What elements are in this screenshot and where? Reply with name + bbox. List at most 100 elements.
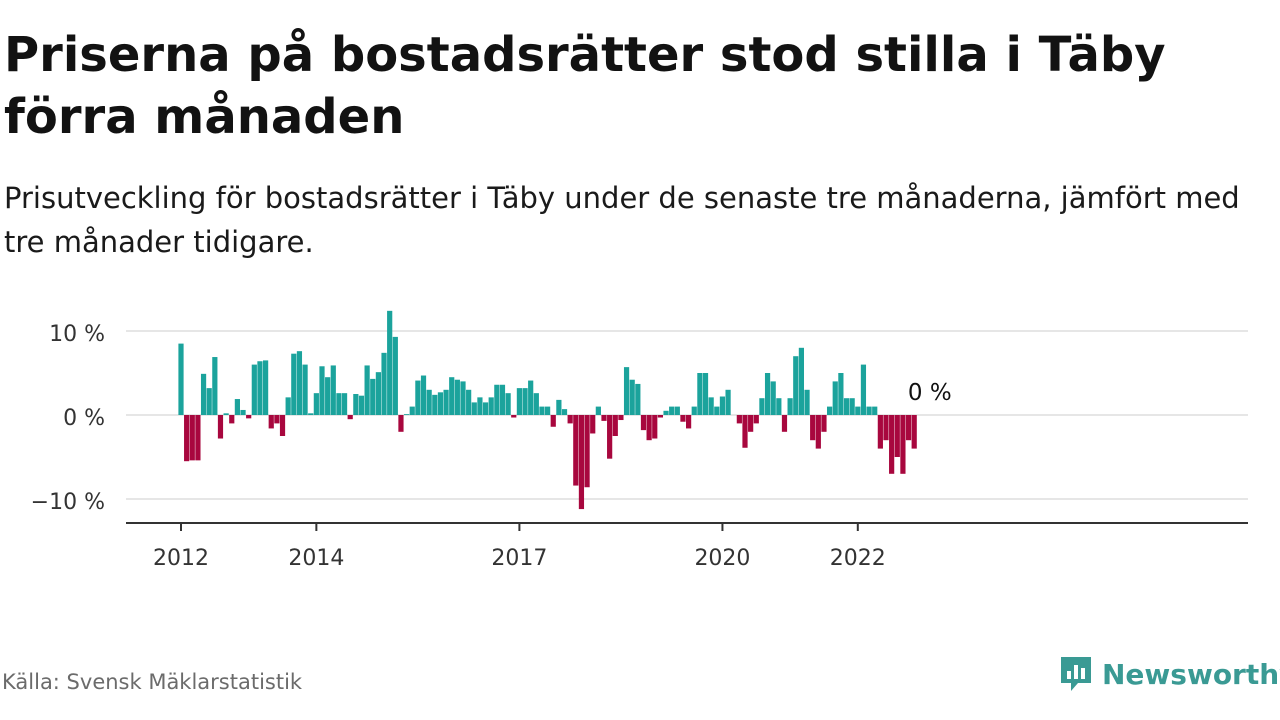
bar <box>291 353 297 415</box>
bar <box>584 415 590 488</box>
bar <box>736 415 742 424</box>
bar <box>184 415 190 462</box>
bar <box>872 406 878 415</box>
bar <box>404 414 410 415</box>
bar <box>832 381 838 415</box>
bar <box>838 373 844 415</box>
bar <box>719 396 726 415</box>
bar <box>195 415 201 461</box>
bar <box>454 379 460 415</box>
bar <box>505 393 511 415</box>
x-tick-label: 2012 <box>153 546 209 571</box>
bar <box>330 365 336 415</box>
bar <box>590 415 596 434</box>
bar <box>392 336 398 415</box>
x-tick-label: 2017 <box>491 546 547 571</box>
bar <box>200 373 207 415</box>
bar <box>623 367 630 415</box>
bar <box>240 409 246 415</box>
bar <box>528 380 534 415</box>
bar <box>635 383 641 415</box>
y-tick-label: 10 % <box>49 322 105 347</box>
bar <box>629 379 635 415</box>
bar <box>279 415 286 436</box>
bar <box>471 402 477 415</box>
bar <box>296 351 303 415</box>
bar <box>900 415 906 474</box>
bar <box>466 389 472 415</box>
bar <box>319 366 325 415</box>
bar <box>787 398 793 415</box>
bar <box>669 406 675 415</box>
bar <box>798 347 804 415</box>
bar <box>246 415 252 419</box>
bar <box>578 415 585 510</box>
bar <box>748 415 754 432</box>
bar <box>810 415 816 441</box>
bar <box>426 389 432 415</box>
bar <box>285 397 291 415</box>
bar <box>308 413 314 415</box>
bar <box>905 415 912 441</box>
bar <box>821 415 827 432</box>
bar <box>607 415 613 459</box>
x-tick-label: 2014 <box>288 546 344 571</box>
bar <box>545 406 551 415</box>
bar-chart: 2012 2014 2017 2020 2022 10 % 0 % −10 % 0 % <box>31 310 1248 571</box>
bar <box>268 415 274 429</box>
bar <box>189 415 195 461</box>
brand-logo: Newsworthy <box>1058 654 1280 694</box>
bar <box>420 375 427 415</box>
bars <box>178 310 917 510</box>
source-note: Källa: Svensk Mäklarstatistik <box>2 670 303 694</box>
bar <box>640 415 647 431</box>
bar <box>432 394 438 415</box>
bar <box>358 395 365 415</box>
bar <box>263 360 269 415</box>
bar <box>691 406 697 415</box>
bar <box>680 415 686 422</box>
bar <box>714 406 720 415</box>
bar <box>657 415 663 418</box>
bar <box>849 398 855 415</box>
bar <box>229 415 235 424</box>
bar <box>674 406 680 415</box>
bar <box>494 384 500 415</box>
bar <box>398 415 404 432</box>
bar <box>212 357 218 415</box>
brand-name: Newsworthy <box>1102 657 1280 691</box>
x-tick-label: 2020 <box>694 546 750 571</box>
bar <box>804 389 810 415</box>
newsworthy-logo-icon <box>1061 657 1091 691</box>
bar <box>217 415 224 439</box>
bar <box>257 361 263 415</box>
bar <box>702 373 709 415</box>
bar <box>274 415 280 424</box>
bar <box>437 392 444 415</box>
bar <box>223 413 229 415</box>
bar <box>601 415 607 421</box>
bar <box>911 415 917 449</box>
bar <box>764 373 771 415</box>
bar <box>325 377 331 415</box>
last-value-annotation: 0 % <box>908 380 952 406</box>
y-tick-label: 0 % <box>63 406 105 431</box>
bar <box>251 364 257 415</box>
bar <box>409 406 415 415</box>
bar <box>815 415 821 449</box>
bar <box>894 415 900 457</box>
bar <box>381 352 387 415</box>
bar <box>370 378 376 415</box>
bar <box>556 399 562 415</box>
bar <box>781 415 788 432</box>
bar <box>573 415 579 486</box>
bar <box>725 389 731 415</box>
chart-subtitle: Prisutveckling för bostadsrätter i Täby … <box>4 181 1240 259</box>
bar <box>341 393 348 415</box>
bar <box>708 397 714 415</box>
x-axis-ticks: 2012 2014 2017 2020 2022 <box>153 523 886 571</box>
bar <box>612 415 618 436</box>
bar <box>234 399 240 415</box>
bar <box>477 397 483 415</box>
x-tick-label: 2022 <box>830 546 886 571</box>
